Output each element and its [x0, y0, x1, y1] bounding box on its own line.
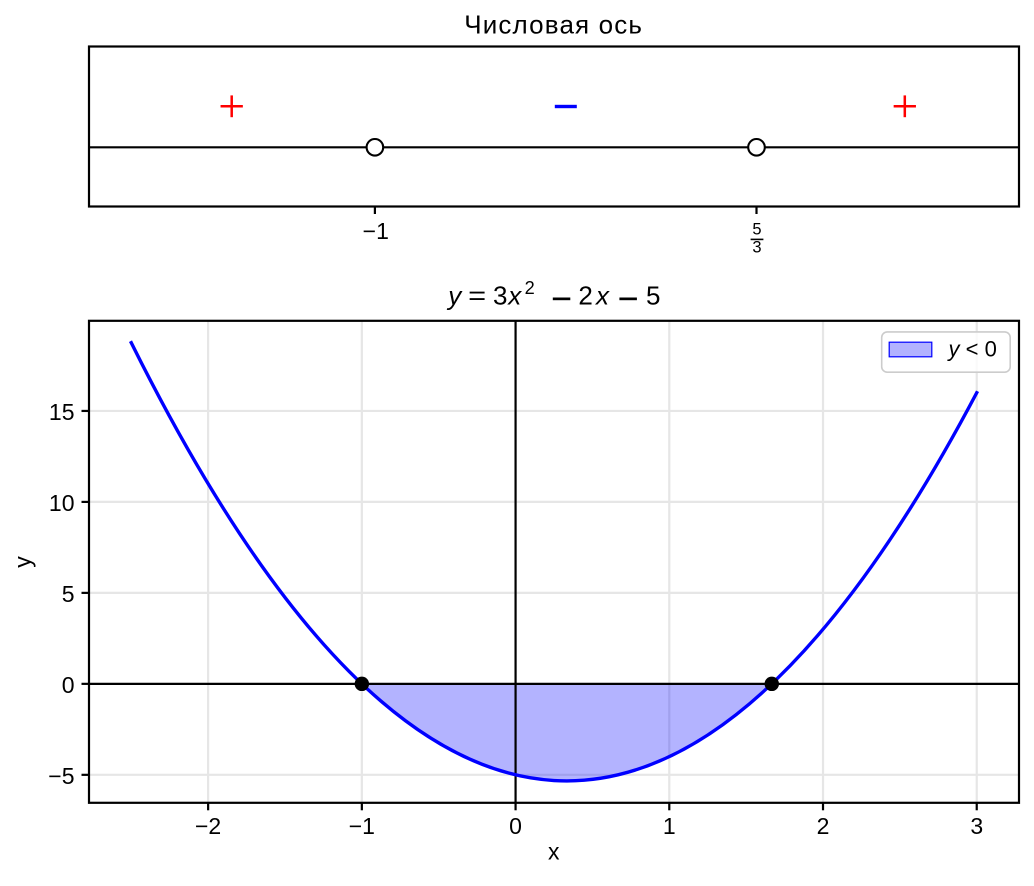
svg-text:y: y: [10, 556, 36, 568]
svg-text:x: x: [548, 839, 560, 865]
svg-text:1: 1: [663, 813, 676, 839]
svg-text:−1: −1: [349, 813, 375, 839]
svg-text:−2: −2: [195, 813, 221, 839]
svg-text:−5: −5: [48, 763, 74, 789]
svg-text:10: 10: [49, 490, 75, 516]
svg-text:5: 5: [62, 581, 75, 607]
svg-text:y < 0: y < 0: [947, 336, 997, 361]
svg-text:3: 3: [970, 813, 983, 839]
svg-text:−1: −1: [363, 218, 389, 244]
svg-text:0: 0: [509, 813, 522, 839]
svg-text:2: 2: [817, 813, 830, 839]
svg-text:5: 5: [752, 221, 761, 239]
svg-text:3: 3: [752, 238, 761, 256]
svg-text:15: 15: [49, 399, 75, 425]
svg-text:0: 0: [62, 672, 75, 698]
svg-text:Числовая ось: Числовая ось: [464, 9, 643, 39]
